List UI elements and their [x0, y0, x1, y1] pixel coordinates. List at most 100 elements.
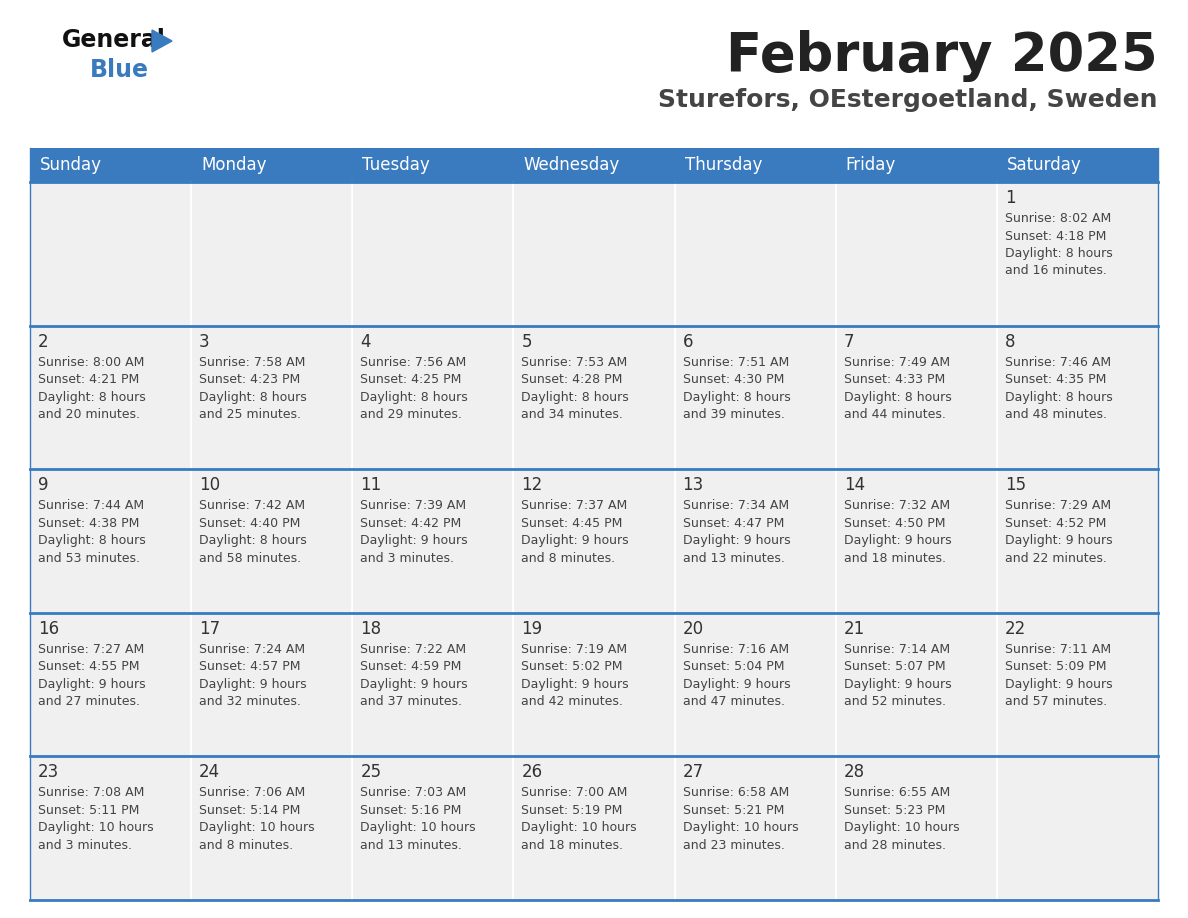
Text: and 34 minutes.: and 34 minutes. — [522, 409, 624, 421]
Text: Sunset: 5:19 PM: Sunset: 5:19 PM — [522, 804, 623, 817]
Text: Daylight: 8 hours: Daylight: 8 hours — [683, 390, 790, 404]
Text: Daylight: 9 hours: Daylight: 9 hours — [843, 534, 952, 547]
Text: Sunset: 5:11 PM: Sunset: 5:11 PM — [38, 804, 139, 817]
Text: Sunset: 5:14 PM: Sunset: 5:14 PM — [200, 804, 301, 817]
Bar — [353, 613, 513, 756]
Text: Thursday: Thursday — [684, 156, 762, 174]
Text: and 52 minutes.: and 52 minutes. — [843, 695, 946, 709]
Bar — [675, 148, 835, 182]
Text: 13: 13 — [683, 476, 703, 494]
Text: Sunrise: 6:55 AM: Sunrise: 6:55 AM — [843, 787, 950, 800]
Bar — [353, 326, 513, 469]
Text: 10: 10 — [200, 476, 220, 494]
Text: 9: 9 — [38, 476, 49, 494]
Text: and 13 minutes.: and 13 minutes. — [683, 552, 784, 565]
Text: 18: 18 — [360, 620, 381, 638]
Text: Daylight: 10 hours: Daylight: 10 hours — [360, 822, 476, 834]
Text: and 22 minutes.: and 22 minutes. — [1005, 552, 1107, 565]
Text: Daylight: 10 hours: Daylight: 10 hours — [843, 822, 960, 834]
Text: and 8 minutes.: and 8 minutes. — [522, 552, 615, 565]
Bar — [675, 613, 835, 756]
Text: 19: 19 — [522, 620, 543, 638]
Text: Sunday: Sunday — [40, 156, 102, 174]
Text: Daylight: 9 hours: Daylight: 9 hours — [522, 534, 630, 547]
Text: Sunset: 4:25 PM: Sunset: 4:25 PM — [360, 373, 462, 386]
Bar — [191, 182, 353, 326]
Text: Sunrise: 7:58 AM: Sunrise: 7:58 AM — [200, 355, 305, 369]
Text: Daylight: 8 hours: Daylight: 8 hours — [200, 390, 307, 404]
Bar — [191, 326, 353, 469]
Text: 28: 28 — [843, 764, 865, 781]
Bar — [835, 182, 997, 326]
Text: Sunset: 4:42 PM: Sunset: 4:42 PM — [360, 517, 461, 530]
Text: Sunset: 4:57 PM: Sunset: 4:57 PM — [200, 660, 301, 673]
Text: Sunrise: 7:14 AM: Sunrise: 7:14 AM — [843, 643, 950, 655]
Bar — [513, 182, 675, 326]
Text: 11: 11 — [360, 476, 381, 494]
Text: Sunrise: 7:42 AM: Sunrise: 7:42 AM — [200, 499, 305, 512]
Text: and 28 minutes.: and 28 minutes. — [843, 839, 946, 852]
Bar — [513, 613, 675, 756]
Text: Saturday: Saturday — [1007, 156, 1081, 174]
Text: Sturefors, OEstergoetland, Sweden: Sturefors, OEstergoetland, Sweden — [658, 88, 1158, 112]
Bar — [835, 326, 997, 469]
Text: Daylight: 9 hours: Daylight: 9 hours — [843, 677, 952, 691]
Text: 4: 4 — [360, 332, 371, 351]
Text: 22: 22 — [1005, 620, 1026, 638]
Text: Sunrise: 7:22 AM: Sunrise: 7:22 AM — [360, 643, 467, 655]
Text: 2: 2 — [38, 332, 49, 351]
Text: Daylight: 8 hours: Daylight: 8 hours — [843, 390, 952, 404]
Bar — [191, 613, 353, 756]
Text: 23: 23 — [38, 764, 59, 781]
Text: and 42 minutes.: and 42 minutes. — [522, 695, 624, 709]
Text: Sunrise: 7:00 AM: Sunrise: 7:00 AM — [522, 787, 627, 800]
Text: Sunrise: 7:19 AM: Sunrise: 7:19 AM — [522, 643, 627, 655]
Text: Daylight: 9 hours: Daylight: 9 hours — [38, 677, 146, 691]
Text: 14: 14 — [843, 476, 865, 494]
Text: Sunset: 4:50 PM: Sunset: 4:50 PM — [843, 517, 946, 530]
Text: 1: 1 — [1005, 189, 1016, 207]
Bar — [997, 326, 1158, 469]
Text: Sunrise: 7:51 AM: Sunrise: 7:51 AM — [683, 355, 789, 369]
Bar — [513, 756, 675, 900]
Text: and 27 minutes.: and 27 minutes. — [38, 695, 140, 709]
Text: 20: 20 — [683, 620, 703, 638]
Text: Sunrise: 8:02 AM: Sunrise: 8:02 AM — [1005, 212, 1111, 225]
Bar — [191, 469, 353, 613]
Text: Sunset: 4:18 PM: Sunset: 4:18 PM — [1005, 230, 1106, 242]
Text: 17: 17 — [200, 620, 220, 638]
Bar — [997, 148, 1158, 182]
Text: Daylight: 9 hours: Daylight: 9 hours — [522, 677, 630, 691]
Bar — [675, 469, 835, 613]
Text: Sunrise: 8:00 AM: Sunrise: 8:00 AM — [38, 355, 145, 369]
Bar — [675, 326, 835, 469]
Text: 21: 21 — [843, 620, 865, 638]
Text: and 47 minutes.: and 47 minutes. — [683, 695, 784, 709]
Text: Sunrise: 6:58 AM: Sunrise: 6:58 AM — [683, 787, 789, 800]
Text: Sunset: 4:30 PM: Sunset: 4:30 PM — [683, 373, 784, 386]
Text: Sunset: 4:38 PM: Sunset: 4:38 PM — [38, 517, 139, 530]
Text: Sunrise: 7:16 AM: Sunrise: 7:16 AM — [683, 643, 789, 655]
Text: Daylight: 8 hours: Daylight: 8 hours — [1005, 390, 1113, 404]
Text: Sunrise: 7:37 AM: Sunrise: 7:37 AM — [522, 499, 627, 512]
Text: Sunrise: 7:34 AM: Sunrise: 7:34 AM — [683, 499, 789, 512]
Text: Sunset: 4:55 PM: Sunset: 4:55 PM — [38, 660, 139, 673]
Text: Sunset: 5:16 PM: Sunset: 5:16 PM — [360, 804, 462, 817]
Text: Daylight: 9 hours: Daylight: 9 hours — [360, 534, 468, 547]
Text: Daylight: 9 hours: Daylight: 9 hours — [683, 677, 790, 691]
Text: and 20 minutes.: and 20 minutes. — [38, 409, 140, 421]
Text: Sunset: 4:47 PM: Sunset: 4:47 PM — [683, 517, 784, 530]
Text: and 18 minutes.: and 18 minutes. — [843, 552, 946, 565]
Bar — [353, 182, 513, 326]
Text: Sunrise: 7:39 AM: Sunrise: 7:39 AM — [360, 499, 467, 512]
Bar — [353, 148, 513, 182]
Text: and 13 minutes.: and 13 minutes. — [360, 839, 462, 852]
Text: Sunset: 5:04 PM: Sunset: 5:04 PM — [683, 660, 784, 673]
Text: and 48 minutes.: and 48 minutes. — [1005, 409, 1107, 421]
Bar — [835, 148, 997, 182]
Text: Sunset: 4:23 PM: Sunset: 4:23 PM — [200, 373, 301, 386]
Text: Sunset: 5:23 PM: Sunset: 5:23 PM — [843, 804, 946, 817]
Bar — [191, 756, 353, 900]
Text: and 37 minutes.: and 37 minutes. — [360, 695, 462, 709]
Text: and 8 minutes.: and 8 minutes. — [200, 839, 293, 852]
